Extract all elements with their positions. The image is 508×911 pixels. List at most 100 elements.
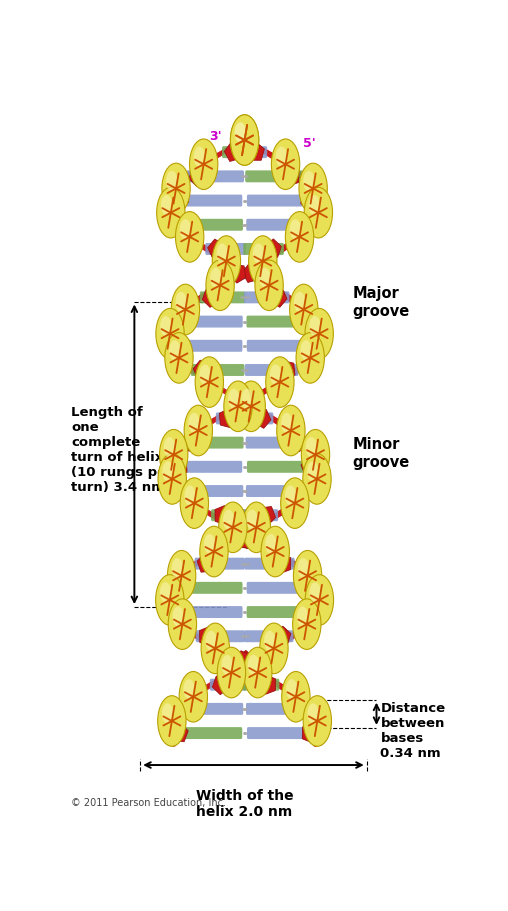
FancyBboxPatch shape: [234, 534, 249, 546]
Circle shape: [206, 261, 234, 312]
Circle shape: [281, 478, 309, 528]
Circle shape: [306, 437, 317, 457]
Circle shape: [180, 478, 208, 528]
Circle shape: [300, 341, 311, 361]
Circle shape: [188, 414, 200, 434]
FancyBboxPatch shape: [172, 582, 242, 594]
Text: Distance
between
bases
0.34 nm: Distance between bases 0.34 nm: [380, 701, 446, 759]
Text: 3': 3': [160, 726, 172, 739]
Circle shape: [264, 631, 275, 651]
FancyBboxPatch shape: [246, 607, 318, 619]
Circle shape: [242, 503, 270, 553]
Circle shape: [237, 382, 265, 432]
FancyBboxPatch shape: [243, 509, 278, 522]
Polygon shape: [297, 312, 313, 332]
Polygon shape: [173, 336, 190, 355]
Circle shape: [180, 220, 191, 241]
FancyBboxPatch shape: [247, 582, 318, 594]
Polygon shape: [290, 482, 306, 501]
Circle shape: [298, 558, 309, 578]
Circle shape: [169, 341, 180, 361]
Text: © 2011 Pearson Education, Inc.: © 2011 Pearson Education, Inc.: [71, 797, 227, 807]
Circle shape: [266, 357, 294, 408]
Polygon shape: [236, 530, 253, 548]
FancyBboxPatch shape: [245, 171, 303, 183]
Polygon shape: [174, 578, 190, 598]
FancyBboxPatch shape: [186, 171, 244, 183]
Circle shape: [219, 503, 247, 553]
Circle shape: [303, 696, 332, 746]
Circle shape: [307, 462, 319, 482]
Polygon shape: [242, 386, 258, 404]
Polygon shape: [298, 580, 315, 599]
FancyBboxPatch shape: [241, 389, 261, 401]
FancyBboxPatch shape: [179, 486, 243, 497]
Circle shape: [260, 623, 288, 674]
Polygon shape: [182, 700, 198, 719]
Circle shape: [286, 680, 297, 700]
FancyBboxPatch shape: [176, 220, 243, 231]
Circle shape: [224, 382, 252, 432]
Circle shape: [305, 309, 333, 360]
Circle shape: [212, 237, 241, 287]
Circle shape: [200, 365, 211, 385]
Circle shape: [276, 148, 287, 168]
Circle shape: [158, 455, 186, 505]
Circle shape: [161, 196, 172, 216]
Polygon shape: [301, 457, 318, 476]
Polygon shape: [230, 265, 246, 284]
Text: 3': 3': [209, 129, 221, 142]
Circle shape: [303, 171, 314, 192]
Circle shape: [241, 389, 252, 409]
Circle shape: [168, 599, 197, 650]
Polygon shape: [301, 193, 317, 211]
Circle shape: [235, 123, 246, 143]
Circle shape: [166, 171, 177, 192]
Circle shape: [184, 486, 196, 507]
Circle shape: [160, 317, 171, 337]
Circle shape: [210, 268, 221, 289]
FancyBboxPatch shape: [169, 727, 242, 739]
Circle shape: [281, 414, 292, 434]
Polygon shape: [248, 143, 264, 161]
Circle shape: [168, 551, 196, 601]
Circle shape: [194, 148, 205, 168]
Circle shape: [221, 655, 233, 675]
FancyBboxPatch shape: [243, 679, 279, 691]
Polygon shape: [238, 650, 254, 669]
Circle shape: [259, 268, 271, 289]
Polygon shape: [288, 434, 304, 452]
Circle shape: [243, 648, 272, 698]
Polygon shape: [255, 410, 271, 429]
FancyBboxPatch shape: [170, 341, 242, 353]
Polygon shape: [225, 143, 240, 162]
Circle shape: [307, 703, 319, 723]
Circle shape: [162, 703, 173, 723]
Circle shape: [205, 631, 217, 651]
Circle shape: [299, 164, 327, 214]
Polygon shape: [279, 362, 295, 381]
FancyBboxPatch shape: [195, 558, 245, 570]
FancyBboxPatch shape: [229, 389, 248, 401]
Circle shape: [155, 575, 184, 626]
Polygon shape: [275, 555, 291, 574]
Polygon shape: [182, 483, 199, 501]
Circle shape: [290, 285, 318, 335]
Circle shape: [294, 292, 305, 312]
Circle shape: [171, 285, 200, 335]
Circle shape: [265, 534, 277, 555]
Polygon shape: [173, 192, 189, 211]
FancyBboxPatch shape: [247, 195, 320, 208]
Polygon shape: [215, 506, 231, 525]
FancyBboxPatch shape: [179, 703, 243, 715]
Text: Length of
one
complete
turn of helix
(10 rungs per
turn) 3.4 nm: Length of one complete turn of helix (10…: [71, 405, 173, 494]
FancyBboxPatch shape: [246, 316, 315, 328]
Polygon shape: [171, 458, 187, 477]
Circle shape: [305, 575, 334, 626]
FancyBboxPatch shape: [169, 461, 242, 473]
FancyBboxPatch shape: [182, 437, 244, 449]
Polygon shape: [175, 604, 192, 622]
Polygon shape: [291, 701, 308, 719]
FancyBboxPatch shape: [246, 703, 310, 715]
FancyBboxPatch shape: [244, 292, 290, 304]
